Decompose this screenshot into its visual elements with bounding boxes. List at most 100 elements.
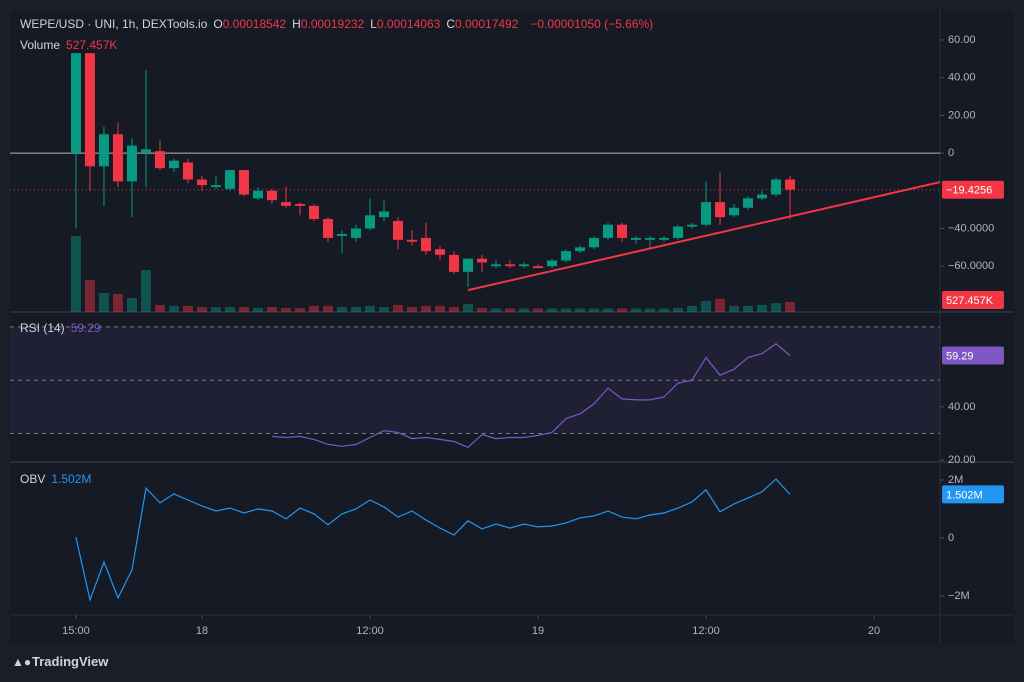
volume-header: Volume 527.457K	[20, 38, 123, 52]
volume-bar	[701, 300, 712, 312]
symbol: WEPE/USD · UNI, 1h, DEXTools.io	[20, 17, 208, 31]
volume-bar	[336, 307, 347, 312]
ohlc-value: 0.00018542	[222, 17, 287, 31]
candle-body	[196, 179, 207, 186]
volume-bar	[561, 308, 572, 312]
candle-body	[434, 249, 445, 255]
y-tick-label: 2M	[948, 474, 963, 486]
ohlc-key: H	[292, 17, 301, 31]
ohlc-key: C	[446, 17, 455, 31]
last-volume-label: 527.457K	[946, 295, 994, 307]
ohlc-value: 0.00019232	[300, 17, 365, 31]
y-tick-label: 20.00	[948, 109, 976, 121]
volume-bar	[406, 307, 417, 312]
rsi-header: RSI (14) 59.29	[20, 321, 107, 335]
volume-bar	[294, 308, 305, 312]
volume-bar	[491, 308, 502, 312]
candle-body	[631, 237, 642, 240]
y-tick-label: −2M	[948, 590, 970, 602]
volume-bar	[168, 305, 179, 312]
x-tick-label: 19	[532, 625, 544, 637]
volume-bar	[603, 308, 614, 312]
candle-body	[659, 237, 670, 240]
volume-label: Volume	[20, 38, 61, 52]
volume-bar	[687, 305, 698, 312]
symbol-header: WEPE/USD · UNI, 1h, DEXTools.io O0.000185…	[20, 17, 659, 31]
y-tick-label: 40.00	[948, 72, 976, 84]
candle-body	[238, 170, 249, 195]
x-tick-label: 12:00	[692, 625, 720, 637]
line-series	[75, 478, 791, 603]
volume-bar	[434, 305, 445, 312]
candle-body	[252, 190, 263, 199]
candle-body	[350, 228, 361, 238]
volume-bar	[448, 307, 459, 312]
volume-bar	[364, 305, 375, 312]
obv-title: OBV	[20, 472, 46, 486]
last-value-label-bg	[942, 346, 1004, 365]
candle-body	[533, 266, 544, 269]
y-tick-label: 0	[948, 532, 954, 544]
volume-bar	[70, 236, 81, 312]
obv-value: 1.502M	[51, 472, 92, 486]
candle-body	[168, 160, 179, 169]
volume-bar	[84, 279, 95, 312]
x-tick-label: 12:00	[356, 625, 384, 637]
volume-bar	[266, 307, 277, 312]
candle-body	[280, 202, 291, 206]
volume-bar	[98, 293, 109, 312]
last-value-label: 1.502M	[946, 489, 983, 501]
volume-bar	[547, 308, 558, 312]
volume-bar	[462, 304, 473, 312]
candle-body	[603, 224, 614, 238]
rsi-value: 59.29	[70, 321, 101, 335]
volume-bar	[238, 307, 249, 312]
y-tick-label: −60.0000	[948, 260, 994, 272]
candle-body	[364, 215, 375, 229]
ohlc-value: 0.00017492	[454, 17, 519, 31]
candle-body	[715, 202, 726, 218]
candle-body	[140, 149, 151, 154]
volume-bar	[420, 305, 431, 312]
brand-name: TradingView	[32, 654, 109, 669]
last-price-label-bg	[942, 180, 1004, 199]
candle-body	[266, 190, 277, 201]
volume-bar	[617, 308, 628, 312]
x-tick-label: 20	[868, 625, 880, 637]
volume-value: 527.457K	[66, 38, 118, 52]
candle-body	[420, 237, 431, 252]
ohlc-key: O	[213, 17, 223, 31]
volume-bar	[533, 308, 544, 312]
volume-bar	[308, 305, 319, 312]
volume-bar	[154, 304, 165, 312]
volume-bar	[252, 308, 263, 312]
volume-bar	[196, 307, 207, 312]
obv-header: OBV 1.502M	[20, 472, 97, 486]
volume-bar	[645, 308, 656, 312]
volume-bar	[280, 308, 291, 312]
volume-bar	[715, 298, 726, 312]
y-tick-label: 0	[948, 147, 954, 159]
candle-body	[154, 151, 165, 169]
candle-body	[505, 264, 516, 267]
line-series	[271, 342, 791, 448]
x-tick-label: 18	[196, 625, 208, 637]
candle-body	[771, 179, 782, 195]
candle-body	[477, 258, 488, 263]
candle-body	[378, 211, 389, 218]
ohlc-key: L	[370, 17, 377, 31]
candle-body	[294, 203, 305, 206]
volume-bar	[322, 305, 333, 312]
ohlc-value: 0.00014063	[376, 17, 441, 31]
candle-body	[70, 53, 81, 154]
volume-bar	[477, 308, 488, 312]
candle-body	[687, 224, 698, 227]
last-volume-label-bg	[942, 291, 1004, 309]
candle-body	[645, 237, 656, 240]
candle-body	[406, 239, 417, 242]
candle-body	[322, 219, 333, 238]
candle-body	[462, 258, 473, 272]
last-price-label: −19.4256	[946, 185, 992, 197]
candle-body	[701, 202, 712, 225]
